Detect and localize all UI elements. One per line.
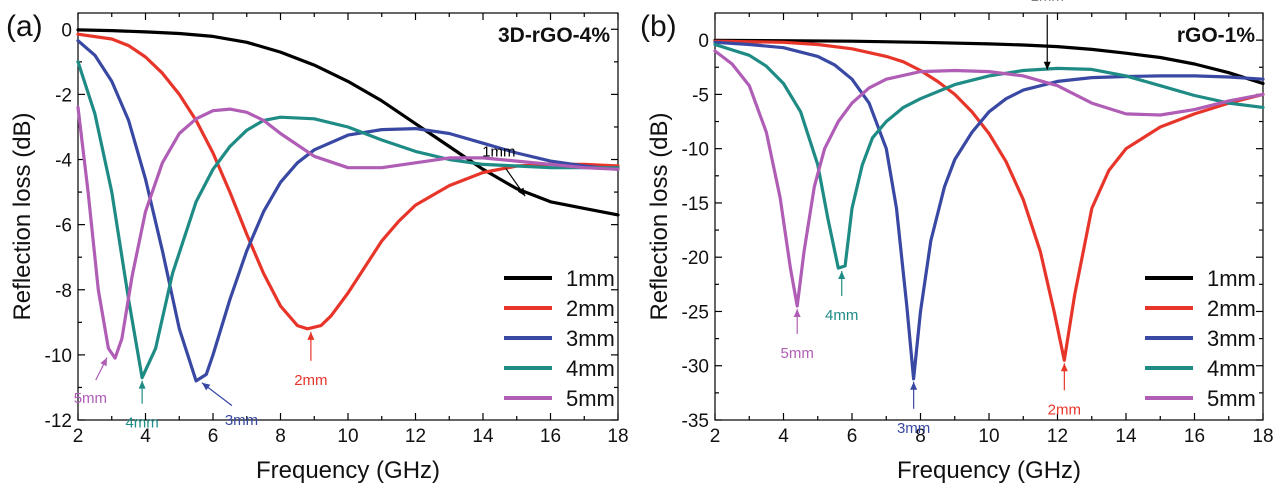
legend-entry-label: 1mm xyxy=(566,266,615,291)
y-tick-label: -30 xyxy=(682,357,709,378)
legend-entry-label: 2mm xyxy=(1207,296,1256,321)
series-line-3mm xyxy=(713,40,1265,381)
y-axis-label: Reflection loss (dB) xyxy=(9,112,36,320)
x-tick-label: 18 xyxy=(607,426,628,447)
x-tick-label: 2 xyxy=(710,426,721,447)
y-tick-label: -5 xyxy=(692,85,709,106)
y-tick-label: -2 xyxy=(55,85,72,106)
annotation-arrowhead xyxy=(1043,61,1051,70)
y-tick-label: -10 xyxy=(682,140,709,161)
x-tick-label: 8 xyxy=(275,426,286,447)
annotation-arrowhead xyxy=(517,187,526,197)
annotation-label: 4mm xyxy=(125,415,158,432)
y-tick-label: -25 xyxy=(682,302,709,323)
x-tick-label: 6 xyxy=(208,426,219,447)
y-tick-label: -6 xyxy=(55,216,72,237)
annotation-label: 4mm xyxy=(825,307,858,324)
annotation-arrowhead xyxy=(201,382,211,391)
legend-entry-label: 3mm xyxy=(1207,326,1256,351)
annotation-label: 1mm xyxy=(482,144,515,161)
series-line-4mm xyxy=(76,60,620,380)
x-tick-label: 14 xyxy=(1115,426,1137,447)
legend: 1mm 2mm 3mm 4mm 5mm xyxy=(1145,266,1256,411)
annotation-arrowhead xyxy=(793,309,801,318)
x-tick-label: 10 xyxy=(337,426,358,447)
legend-entry-label: 5mm xyxy=(1207,386,1256,411)
annotation-label: 1mm xyxy=(1031,0,1064,5)
y-axis-label: Reflection loss (dB) xyxy=(646,112,673,320)
x-tick-label: 14 xyxy=(472,426,494,447)
y-tick-label: 0 xyxy=(698,31,709,52)
annotation-label: 3mm xyxy=(897,420,930,437)
y-tick-label: -4 xyxy=(55,151,72,172)
series-line-1mm xyxy=(713,38,1265,86)
x-axis-label: Frequency (GHz) xyxy=(256,457,440,484)
annotation-arrowhead xyxy=(307,331,315,340)
y-tick-label: -8 xyxy=(55,281,72,302)
annotation-arrowhead xyxy=(910,381,918,390)
chart-panel-b: 2 4 6 8 10 12 14 16 18 0 -5 -10 -15 -20 -25 -30 -35 Frequ… xyxy=(640,0,1274,484)
annotation-arrowhead xyxy=(100,357,108,367)
x-tick-label: 10 xyxy=(978,426,999,447)
y-tick-label: -20 xyxy=(682,248,709,269)
plot-frame xyxy=(77,12,619,421)
x-tick-label: 16 xyxy=(1184,426,1205,447)
y-tick-label: -10 xyxy=(45,346,72,367)
panel-label: (a) xyxy=(6,10,43,43)
legend-entry-label: 1mm xyxy=(1207,266,1256,291)
legend-entry-label: 3mm xyxy=(566,326,615,351)
series-line-3mm xyxy=(76,39,620,383)
legend-entry-label: 4mm xyxy=(566,356,615,381)
series-line-4mm xyxy=(713,42,1265,270)
x-axis-label: Frequency (GHz) xyxy=(897,457,1081,484)
x-tick-label: 8 xyxy=(915,426,926,447)
annotation-label: 3mm xyxy=(225,412,258,429)
annotation-arrowhead xyxy=(838,271,846,280)
chart-title: rGO-1% xyxy=(1177,24,1256,47)
panel-label: (b) xyxy=(640,10,677,43)
annotation-label: 5mm xyxy=(74,390,107,407)
x-tick-label: 16 xyxy=(540,426,561,447)
x-tick-label: 12 xyxy=(405,426,426,447)
annotation-label: 5mm xyxy=(781,345,814,362)
x-tick-label: 2 xyxy=(73,426,84,447)
x-tick-label: 4 xyxy=(778,426,789,447)
annotation-label: 2mm xyxy=(294,372,327,389)
y-tick-label: 0 xyxy=(61,20,72,41)
legend-entry-label: 2mm xyxy=(566,296,615,321)
y-tick-label: -15 xyxy=(682,194,709,215)
x-tick-label: 6 xyxy=(847,426,858,447)
x-tick-label: 12 xyxy=(1047,426,1068,447)
series-line-5mm xyxy=(76,105,620,360)
x-tick-label: 18 xyxy=(1252,426,1273,447)
series-line-2mm xyxy=(76,32,620,331)
x-tick-label: 4 xyxy=(140,426,151,447)
legend-entry-label: 5mm xyxy=(566,386,615,411)
annotation-arrowhead xyxy=(138,380,146,389)
series-line-5mm xyxy=(713,49,1265,308)
y-tick-label: -35 xyxy=(682,411,709,432)
chart-panel-a: 2 4 6 8 10 12 14 16 18 0 -2 -4 -6 -8 -10 -12 Frequency (… xyxy=(6,10,629,484)
annotation-label: 2mm xyxy=(1048,401,1081,418)
legend: 1mm 2mm 3mm 4mm 5mm xyxy=(504,266,615,411)
chart-title: 3D-rGO-4% xyxy=(498,24,610,47)
series-line-1mm xyxy=(76,28,620,217)
series-line-2mm xyxy=(713,39,1265,362)
annotation-arrowhead xyxy=(1060,363,1068,372)
y-tick-label: -12 xyxy=(45,411,72,432)
legend-entry-label: 4mm xyxy=(1207,356,1256,381)
